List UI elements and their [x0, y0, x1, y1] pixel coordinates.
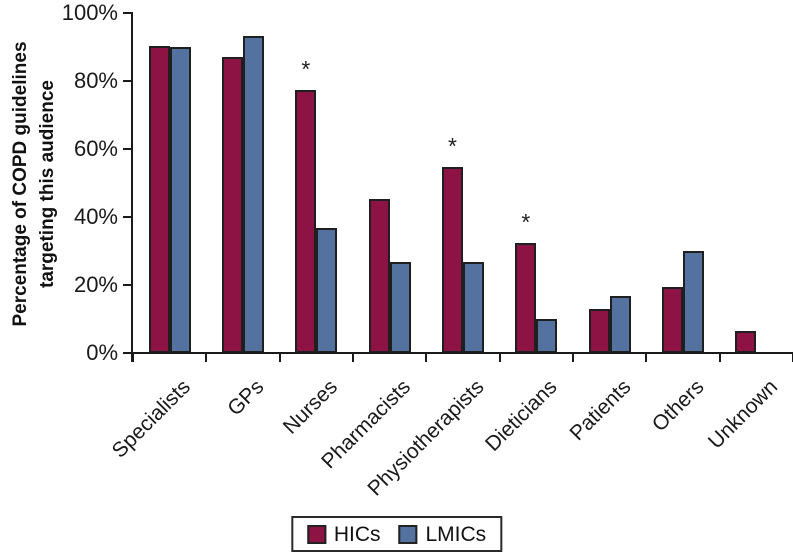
x-tick-8: [718, 353, 721, 362]
x-category-label-unknown: Unknown: [703, 375, 782, 454]
y-tick-60: [123, 148, 132, 150]
y-tick-label-40: 40%: [73, 204, 118, 229]
bar-lmics-dieticians: [536, 319, 557, 353]
bar-lmics-gps: [243, 36, 264, 353]
y-axis-title-line1: Percentage of COPD guidelines: [10, 41, 31, 327]
bar-hics-patients: [589, 309, 610, 353]
x-tick-0: [132, 353, 134, 362]
y-tick-20: [123, 284, 132, 286]
bar-hics-dieticians: [515, 243, 536, 353]
bar-lmics-physiotherapists: [463, 262, 484, 353]
legend-swatch-lmics: [398, 524, 418, 544]
bar-lmics-patients: [610, 296, 631, 353]
y-axis-title: Percentage of COPD guidelines targeting …: [7, 0, 61, 369]
bar-hics-physiotherapists: [442, 167, 463, 353]
legend-item-lmics: LMICs: [398, 524, 486, 545]
bar-hics-pharmacists: [369, 199, 390, 353]
y-axis-line: [131, 12, 133, 362]
y-axis-title-line2: targeting this audience: [37, 80, 58, 288]
bar-lmics-others: [683, 251, 704, 353]
x-category-label-gps: GPs: [223, 375, 269, 421]
y-tick-0: [123, 352, 132, 354]
y-tick-100: [123, 12, 132, 14]
x-axis-line: [131, 352, 793, 354]
bar-lmics-pharmacists: [390, 262, 411, 353]
x-category-label-others: Others: [647, 375, 709, 437]
bar-hics-gps: [222, 57, 243, 353]
x-category-label-dieticians: Dieticians: [481, 375, 562, 456]
y-tick-label-0: 0%: [86, 340, 118, 365]
y-tick-label-60: 60%: [73, 136, 118, 161]
y-tick-label-20: 20%: [73, 272, 118, 297]
legend-swatch-hics: [306, 524, 326, 544]
x-tick-1: [205, 353, 208, 362]
x-tick-5: [498, 353, 501, 362]
significance-asterisk-nurses: *: [301, 55, 311, 82]
bar-lmics-specialists: [170, 47, 191, 353]
x-tick-6: [572, 353, 574, 362]
x-tick-3: [352, 353, 354, 362]
x-category-label-specialists: Specialists: [107, 375, 196, 463]
significance-asterisk-physiotherapists: *: [448, 132, 457, 159]
legend: HICs LMICs: [290, 516, 503, 552]
bar-hics-others: [662, 287, 683, 353]
bar-lmics-nurses: [316, 228, 337, 353]
legend-item-hics: HICs: [306, 522, 381, 546]
legend-label-lmics: LMICs: [425, 522, 487, 546]
y-tick-label-100: 100%: [61, 0, 118, 25]
x-tick-4: [425, 353, 428, 362]
bar-hics-specialists: [149, 46, 170, 353]
x-category-label-nurses: Nurses: [278, 375, 342, 439]
bar-hics-nurses: [295, 90, 316, 353]
y-tick-40: [123, 216, 132, 218]
bar-hics-unknown: [735, 331, 756, 353]
x-category-label-patients: Patients: [565, 375, 636, 446]
significance-asterisk-dieticians: *: [521, 209, 531, 236]
x-tick-2: [278, 353, 281, 362]
y-tick-label-80: 80%: [73, 68, 118, 93]
y-tick-80: [123, 80, 132, 82]
legend-label-hics: HICs: [333, 522, 381, 546]
x-tick-7: [645, 353, 648, 362]
